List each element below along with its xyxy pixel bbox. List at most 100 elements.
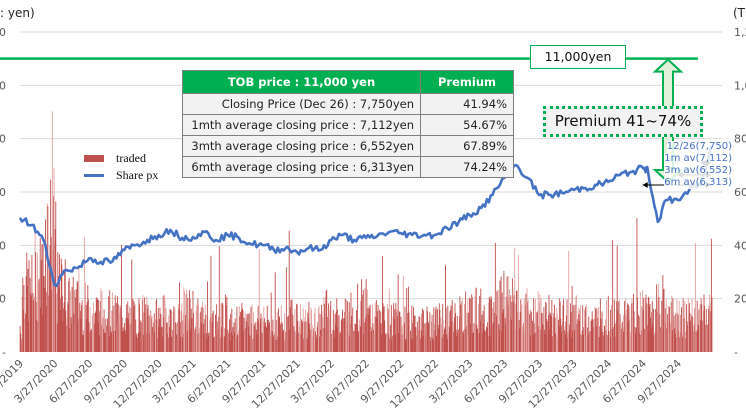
volume-bar <box>406 287 408 352</box>
volume-bar <box>226 297 228 352</box>
volume-bar <box>161 326 163 352</box>
volume-bar <box>82 335 84 352</box>
volume-bar <box>93 302 94 352</box>
volume-bar <box>284 338 286 352</box>
volume-bar <box>322 328 324 352</box>
volume-bar <box>501 292 503 352</box>
volume-bar <box>53 167 55 352</box>
volume-bar <box>112 305 114 352</box>
volume-bar <box>23 284 25 352</box>
volume-bar <box>155 300 157 352</box>
volume-bar <box>306 336 308 352</box>
volume-bar <box>699 303 701 352</box>
volume-bar <box>406 312 408 352</box>
volume-bar <box>81 305 82 352</box>
volume-bar <box>682 336 684 352</box>
volume-bar <box>391 339 393 352</box>
volume-bar <box>629 306 631 352</box>
volume-bar <box>182 333 184 352</box>
volume-bar <box>626 309 628 352</box>
volume-bar <box>363 322 365 352</box>
volume-bar <box>474 334 475 352</box>
volume-bar <box>464 329 466 352</box>
volume-bar <box>502 309 504 352</box>
volume-bar <box>89 307 91 352</box>
volume-bar <box>336 309 338 352</box>
volume-bar <box>154 331 156 352</box>
volume-bar <box>465 291 467 352</box>
volume-bar <box>321 336 323 352</box>
volume-bar <box>698 309 700 352</box>
volume-bar <box>76 282 78 352</box>
volume-bar <box>114 295 116 352</box>
volume-bar <box>128 312 130 352</box>
volume-bar <box>435 306 437 352</box>
volume-bar <box>698 308 700 352</box>
volume-bar <box>447 305 449 352</box>
volume-bar <box>251 304 253 352</box>
volume-bar <box>637 327 639 352</box>
volume-bar <box>598 337 600 352</box>
volume-bar <box>339 333 341 352</box>
volume-bar <box>37 321 39 352</box>
volume-bar <box>476 328 478 352</box>
volume-bar <box>341 318 343 352</box>
volume-bar <box>338 314 339 352</box>
volume-bar <box>704 305 706 352</box>
volume-bar <box>264 326 266 352</box>
volume-bar <box>497 309 499 352</box>
volume-bar <box>144 315 146 352</box>
volume-bar <box>285 267 287 352</box>
volume-bar <box>362 289 364 352</box>
volume-bar <box>427 311 428 352</box>
volume-bar <box>577 319 579 352</box>
volume-bar <box>514 303 516 352</box>
volume-bar <box>497 290 499 352</box>
volume-bar <box>334 313 336 352</box>
volume-bar <box>492 322 494 352</box>
volume-bar <box>68 277 70 352</box>
volume-bar <box>67 304 69 352</box>
volume-bar <box>125 333 126 352</box>
volume-bar <box>109 326 111 352</box>
legend-swatch-traded <box>84 155 104 162</box>
volume-bar <box>568 324 570 352</box>
volume-bar <box>145 333 147 352</box>
volume-bar <box>139 332 141 352</box>
volume-bar <box>318 306 320 352</box>
volume-bar <box>350 292 352 352</box>
volume-bar <box>104 332 106 352</box>
volume-bar <box>540 298 542 352</box>
volume-bar <box>96 299 98 352</box>
volume-bar <box>307 318 309 352</box>
volume-bar <box>402 276 404 352</box>
volume-bar <box>180 337 182 352</box>
volume-bar <box>554 317 556 352</box>
volume-bar <box>196 305 198 352</box>
volume-bar <box>591 311 593 352</box>
volume-bar <box>460 304 461 352</box>
volume-bar <box>24 318 26 352</box>
volume-bar <box>241 302 243 352</box>
volume-bar <box>393 303 395 352</box>
volume-bar <box>47 256 49 352</box>
volume-bar <box>138 298 140 352</box>
volume-bar <box>373 330 374 352</box>
volume-bar <box>88 322 90 352</box>
volume-bar <box>72 298 74 352</box>
volume-bar <box>360 300 362 352</box>
volume-bar <box>576 323 578 352</box>
volume-bar <box>475 287 477 352</box>
volume-bar <box>347 301 349 352</box>
volume-bar <box>590 332 591 352</box>
volume-bar <box>678 300 680 352</box>
volume-bar <box>404 306 406 352</box>
volume-bar <box>127 301 129 352</box>
volume-bar <box>695 243 696 352</box>
volume-bar <box>411 322 413 352</box>
volume-bar <box>377 311 378 352</box>
volume-bar <box>499 280 501 352</box>
volume-bar <box>243 317 245 352</box>
volume-bar <box>683 318 685 352</box>
volume-bar <box>554 304 555 352</box>
